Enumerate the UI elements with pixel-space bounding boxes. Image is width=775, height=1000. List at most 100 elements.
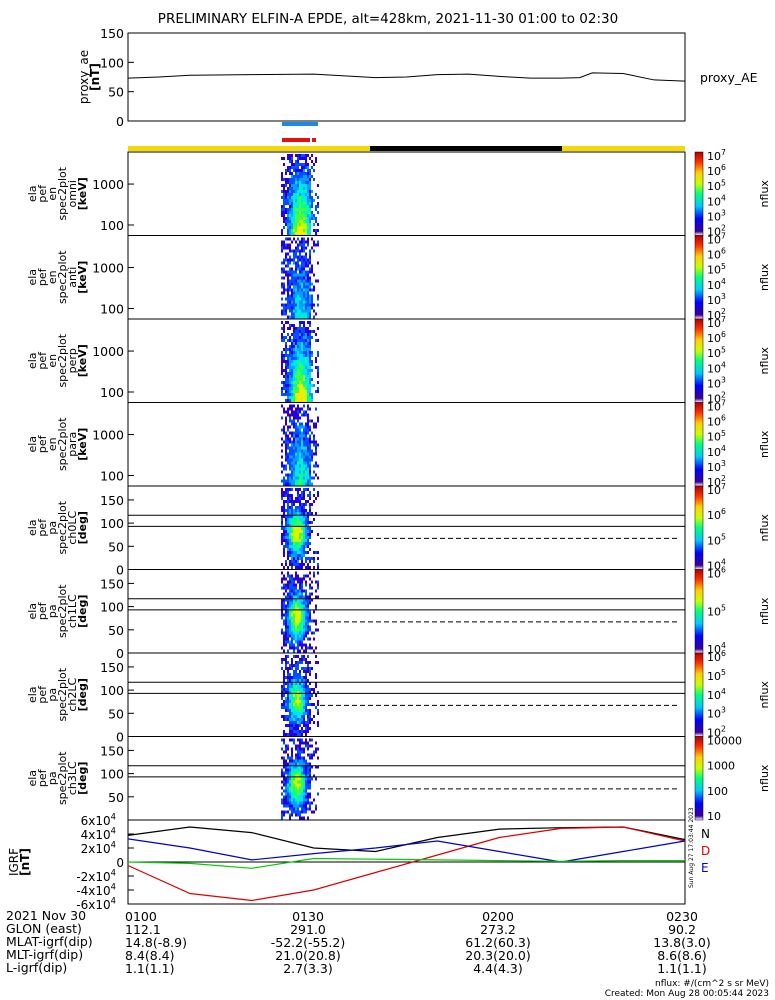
- spectrogram-cell: [281, 810, 283, 814]
- spectrogram-cell: [281, 351, 283, 354]
- spectrogram-cell: [301, 765, 303, 769]
- spectrogram-cell: [305, 163, 307, 166]
- spectrogram-cell: [309, 637, 311, 641]
- spectrogram-cell: [297, 530, 299, 533]
- spectrogram-cell: [283, 467, 285, 471]
- spectrogram-cell: [295, 387, 297, 390]
- spectrogram-cell: [305, 255, 307, 259]
- spectrogram-cell: [299, 476, 301, 480]
- spectrogram-cell: [293, 718, 295, 721]
- spectrogram-cell: [295, 613, 297, 617]
- spectrogram-cell: [293, 586, 295, 590]
- spectrogram-cell: [293, 282, 295, 286]
- spectrogram-cell: [305, 252, 307, 256]
- en-para-colorbar: [694, 402, 704, 487]
- spectrogram-cell: [307, 369, 309, 372]
- spectrogram-cell: [295, 223, 297, 226]
- spectrogram-cell: [305, 670, 307, 673]
- spectrogram-cell: [305, 339, 307, 342]
- spectrogram-cell: [285, 184, 287, 187]
- spectrogram-cell: [285, 509, 287, 512]
- spectrogram-cell: [299, 595, 301, 599]
- spectrogram-cell: [301, 610, 303, 614]
- pa-ch1-ylabel-line: ch1LC: [66, 594, 79, 628]
- spectrogram-cell: [303, 503, 305, 506]
- spectrogram-cell: [283, 211, 285, 214]
- spectrogram-cell: [295, 229, 297, 232]
- spectrogram-cell: [305, 631, 307, 635]
- footer-label: MLAT-igrf(dip): [6, 934, 93, 949]
- spectrogram-cell: [291, 378, 293, 381]
- spectrogram-cell: [289, 399, 291, 402]
- spectrogram-cell: [285, 264, 287, 268]
- spectrogram-cell: [293, 789, 295, 793]
- spectrogram-cell: [301, 193, 303, 196]
- spectrogram-cell: [287, 706, 289, 709]
- spectrogram-cell: [285, 634, 287, 638]
- en-perp-colorbar-tick: 105: [707, 345, 726, 360]
- spectrogram-cell: [311, 703, 313, 706]
- igrf-series-N: [127, 826, 686, 853]
- spectrogram-cell: [311, 354, 313, 357]
- spectrogram-cell: [303, 488, 305, 491]
- spectrogram-cell: [301, 240, 303, 244]
- spectrogram-cell: [303, 226, 305, 229]
- spectrogram-cell: [285, 691, 287, 694]
- spectrogram-cell: [287, 765, 289, 769]
- spectrogram-cell: [309, 282, 311, 286]
- spectrogram-cell: [297, 199, 299, 202]
- spectrogram-cell: [293, 294, 295, 298]
- spectrogram-cell: [305, 676, 307, 679]
- spectrogram-cell: [307, 202, 309, 205]
- spectrogram-cell: [309, 560, 311, 563]
- spectrogram-cell: [287, 518, 289, 521]
- spectrogram-cell: [293, 291, 295, 295]
- en-perp-frame: [127, 318, 686, 403]
- spectrogram-cell: [307, 721, 309, 724]
- spectrogram-cell: [293, 261, 295, 265]
- spectrogram-cell: [289, 393, 291, 396]
- spectrogram-cell: [297, 348, 299, 351]
- spectrogram-cell: [281, 798, 283, 802]
- footer-value-3-0: 8.4(8.4): [125, 948, 175, 963]
- spectrogram-cell: [287, 413, 289, 417]
- spectrogram-cell: [285, 258, 287, 262]
- spectrogram-cell: [309, 628, 311, 632]
- spectrogram-cell: [311, 592, 313, 596]
- spectrogram-cell: [307, 240, 309, 244]
- spectrogram-cell: [291, 664, 293, 667]
- spectrogram-cell: [299, 199, 301, 202]
- spectrogram-cell: [291, 661, 293, 664]
- spectrogram-cell: [291, 393, 293, 396]
- spectrogram-cell: [299, 363, 301, 366]
- spectrogram-cell: [303, 443, 305, 447]
- spectrogram-cell: [289, 467, 291, 471]
- spectrogram-cell: [299, 464, 301, 468]
- spectrogram-cell: [309, 229, 311, 232]
- spectrogram-cell: [315, 604, 317, 608]
- spectrogram-cell: [303, 506, 305, 509]
- spectrogram-cell: [299, 372, 301, 375]
- spectrogram-cell: [281, 291, 283, 295]
- spectrogram-cell: [291, 160, 293, 163]
- spectrogram-cell: [297, 727, 299, 730]
- spectrogram-cell: [305, 270, 307, 274]
- spectrogram-cell: [295, 488, 297, 491]
- spectrogram-cell: [289, 425, 291, 429]
- spectrogram-cell: [305, 348, 307, 351]
- spectrogram-cell: [299, 679, 301, 682]
- spectrogram-cell: [297, 771, 299, 775]
- spectrogram-cell: [297, 157, 299, 160]
- pa-ch1-colorbar-tick: 105: [707, 603, 726, 618]
- spectrogram-cell: [307, 536, 309, 539]
- spectrogram-cell: [293, 452, 295, 456]
- spectrogram-cell: [301, 810, 303, 814]
- spectrogram-cell: [283, 258, 285, 262]
- spectrogram-cell: [303, 521, 305, 524]
- spectrogram-cell: [303, 452, 305, 456]
- spectrogram-cell: [295, 583, 297, 587]
- spectrogram-cell: [303, 267, 305, 271]
- spectrogram-cell: [287, 688, 289, 691]
- spectrogram-cell: [313, 178, 315, 181]
- spectrogram-cell: [303, 455, 305, 459]
